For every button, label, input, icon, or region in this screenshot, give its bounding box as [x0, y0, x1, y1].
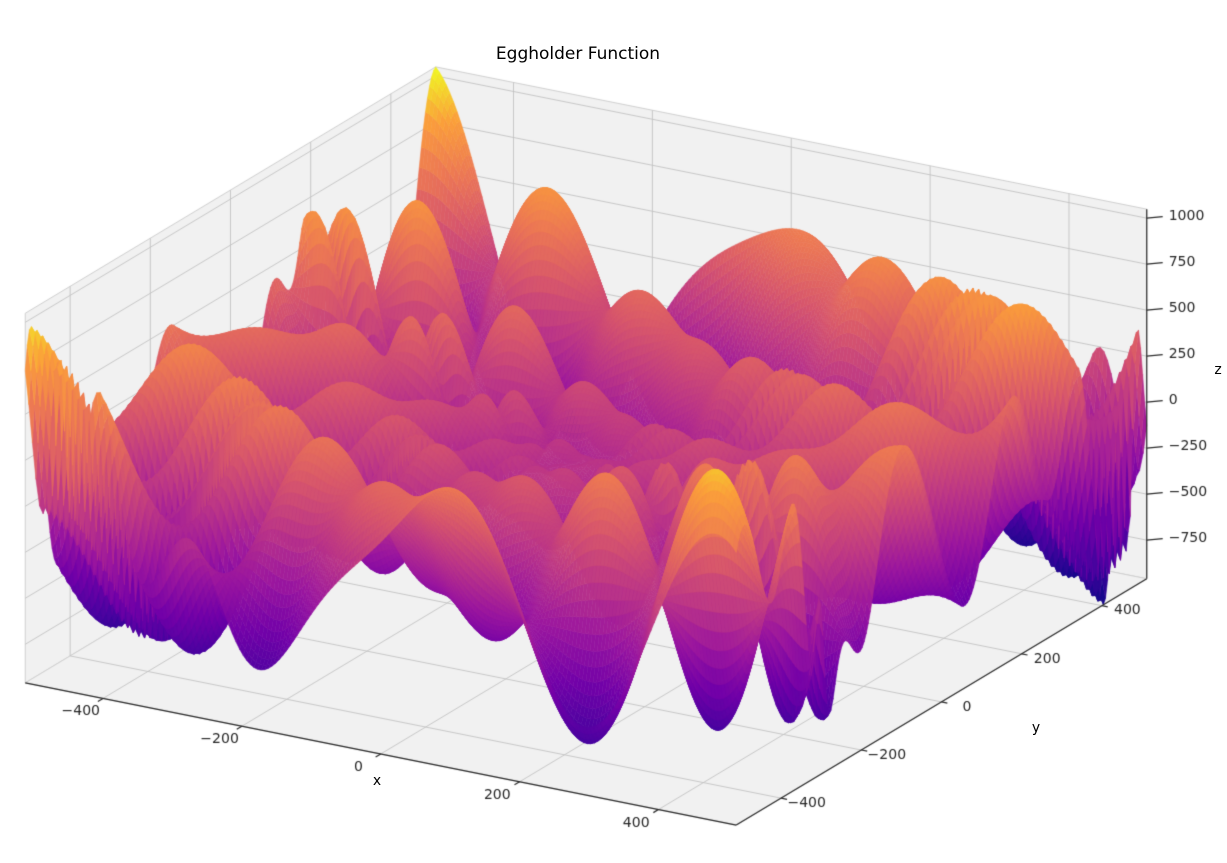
x-axis-label: x — [372, 773, 382, 789]
chart-title: Eggholder Function — [495, 44, 661, 64]
y-axis-label: y — [1031, 720, 1041, 736]
z-axis-label: z — [1214, 362, 1222, 378]
